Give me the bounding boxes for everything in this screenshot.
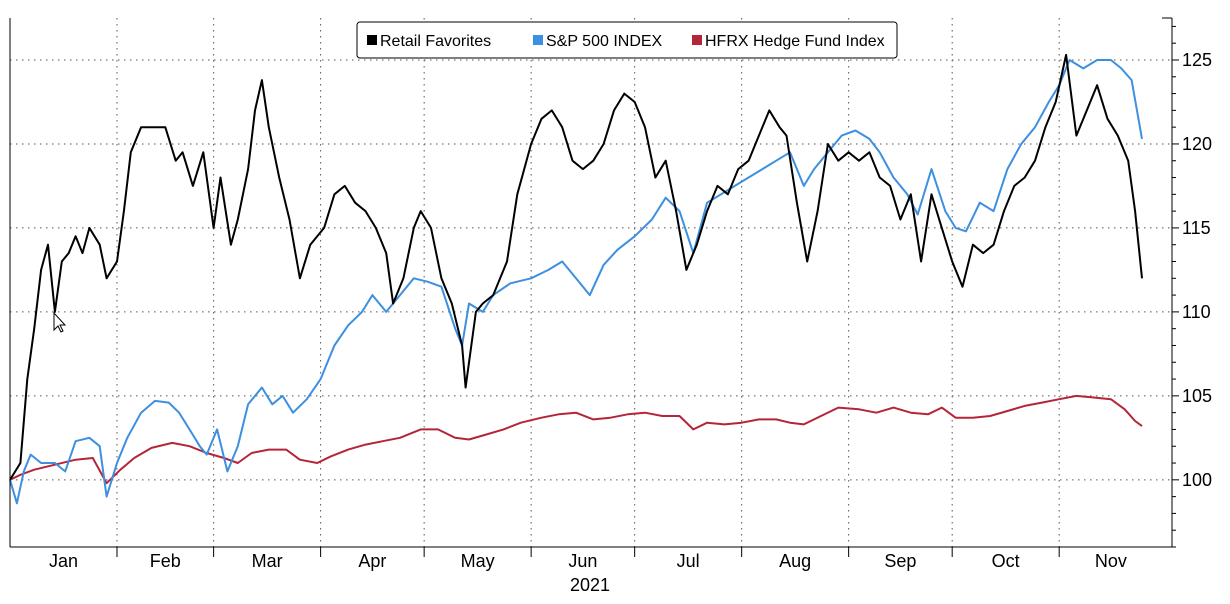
y-tick-label: 110 bbox=[1182, 302, 1211, 322]
legend-box bbox=[356, 21, 898, 59]
x-tick-label: Jul bbox=[677, 551, 700, 571]
series-line-s-p-500-index bbox=[9, 59, 1143, 505]
legend: Retail Favorites S&P 500 INDEX HFRX Hedge … bbox=[356, 21, 898, 59]
y-tick-label: 105 bbox=[1182, 386, 1212, 406]
y-tick-label: 120 bbox=[1182, 134, 1212, 154]
y-tick-label: 125 bbox=[1182, 50, 1212, 70]
gridlines bbox=[10, 18, 1172, 547]
mouse-cursor-icon bbox=[53, 311, 67, 333]
x-tick-label: Aug bbox=[779, 551, 811, 571]
legend-swatch bbox=[367, 35, 377, 45]
x-tick-label: Jun bbox=[568, 551, 597, 571]
x-tick-label: Jan bbox=[49, 551, 78, 571]
legend-label: S&P 500 INDEX bbox=[546, 33, 663, 50]
axes: 100 105 110 115 120 125 Jan Feb Mar Apr May Jun Jul A… bbox=[9, 17, 1212, 595]
y-tick-label: 115 bbox=[1182, 218, 1211, 238]
x-tick-label: May bbox=[461, 551, 495, 571]
legend-label: Retail Favorites bbox=[380, 33, 491, 50]
series-line-retail-favorites bbox=[9, 53, 1143, 481]
series-lines bbox=[9, 53, 1143, 505]
legend-swatch bbox=[533, 35, 543, 45]
legend-swatch bbox=[692, 35, 702, 45]
x-tick-label: Oct bbox=[992, 551, 1020, 571]
series-line-hfrx-hedge-fund-index bbox=[9, 394, 1143, 485]
x-axis-label: 2021 bbox=[570, 575, 610, 595]
x-tick-label: Sep bbox=[884, 551, 916, 571]
legend-label: HFRX Hedge Fund Index bbox=[705, 33, 885, 50]
x-tick-label: Feb bbox=[150, 551, 181, 571]
x-tick-label: Apr bbox=[358, 551, 386, 571]
y-tick-label: 100 bbox=[1182, 470, 1212, 490]
x-tick-label: Mar bbox=[252, 551, 283, 571]
x-tick-label: Nov bbox=[1095, 551, 1127, 571]
